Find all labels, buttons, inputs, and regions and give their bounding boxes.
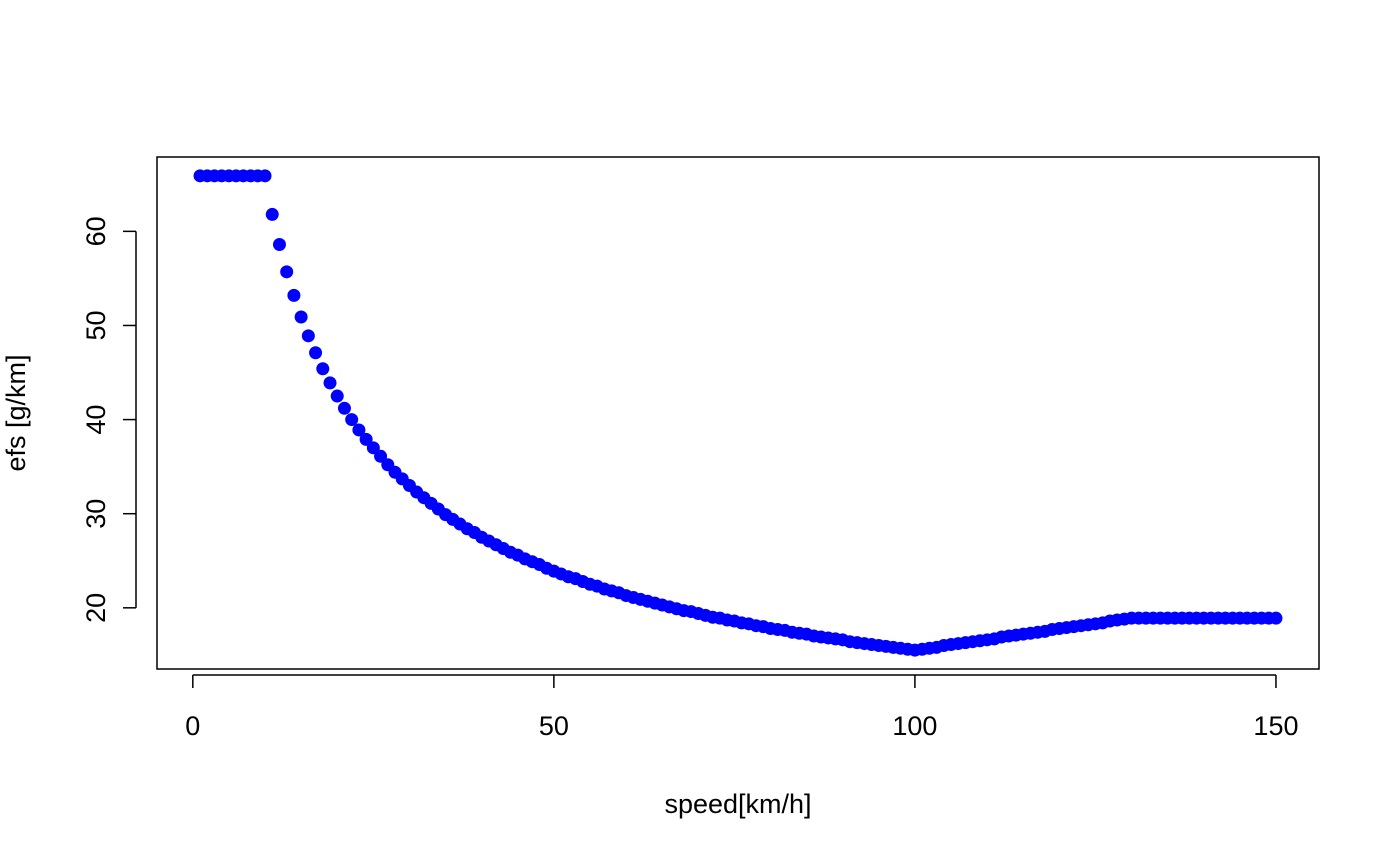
y-tick-label: 30 — [81, 499, 111, 529]
x-axis-label: speed[km/h] — [664, 789, 811, 819]
point — [258, 169, 272, 183]
x-tick-label: 150 — [1253, 711, 1298, 741]
point — [301, 329, 315, 343]
point — [330, 389, 344, 403]
point — [345, 413, 359, 427]
x-tick-label: 50 — [539, 711, 569, 741]
point — [309, 346, 323, 360]
point — [316, 362, 330, 376]
point — [374, 449, 388, 463]
plot-box — [156, 156, 1320, 670]
point — [359, 432, 373, 446]
x-tick-label: 100 — [892, 711, 937, 741]
y-tick-label: 40 — [81, 405, 111, 435]
x-tick-label: 0 — [185, 711, 200, 741]
y-tick-label: 20 — [81, 593, 111, 623]
point — [337, 401, 351, 415]
point — [280, 265, 294, 279]
point — [265, 207, 279, 221]
y-tick-label: 60 — [81, 216, 111, 246]
point — [1269, 611, 1283, 625]
point — [352, 423, 366, 437]
point — [323, 376, 337, 390]
y-axis-label: efs [g/km] — [1, 354, 31, 471]
point — [294, 310, 308, 324]
point — [272, 238, 286, 252]
point — [287, 288, 301, 302]
y-tick-label: 50 — [81, 310, 111, 340]
point — [366, 441, 380, 455]
